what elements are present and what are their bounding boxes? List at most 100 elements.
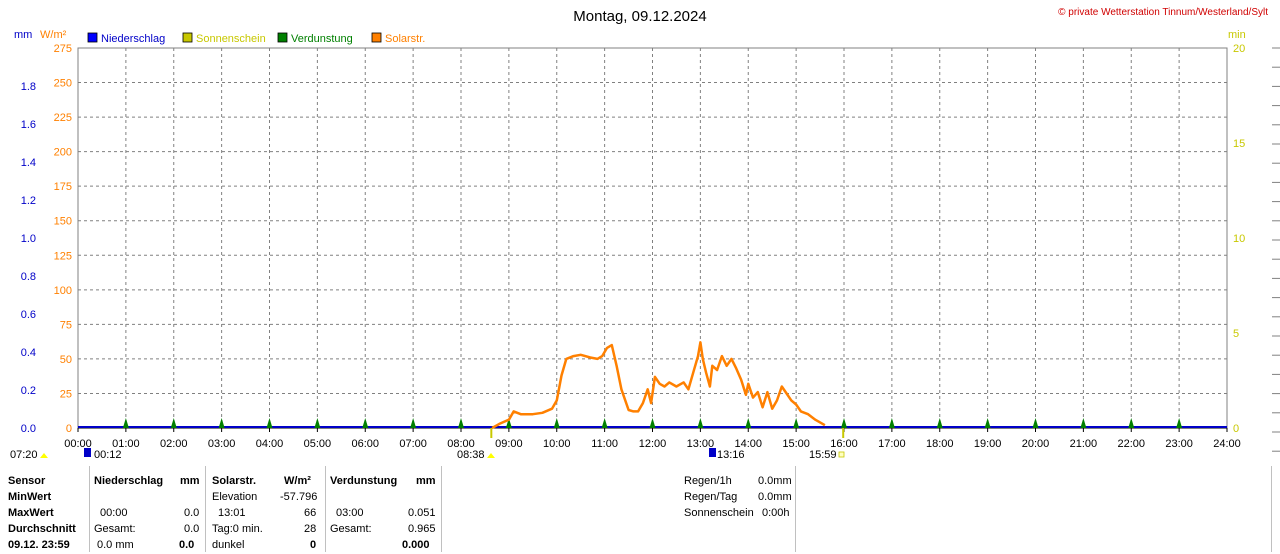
- evap-marker: [936, 418, 943, 428]
- evap-marker: [649, 418, 656, 428]
- dark-label: dunkel: [212, 539, 245, 551]
- y-min-tick-label: 0: [1233, 423, 1239, 435]
- y-min-tick-label: 10: [1233, 233, 1245, 245]
- max-solar-label: 13:16: [717, 449, 745, 461]
- legend-label: Solarstr.: [385, 33, 425, 45]
- y-mm-tick-label: 1.0: [21, 233, 36, 245]
- day-label: Tag:0 min.: [212, 523, 263, 535]
- x-tick-label: 04:00: [256, 438, 284, 450]
- evap-total-label: Gesamt:: [330, 523, 372, 535]
- table-divider-6: [1271, 466, 1272, 552]
- evap-marker: [458, 418, 464, 428]
- evap-marker: [745, 418, 752, 428]
- row-avg: Durchschnitt: [8, 523, 76, 535]
- evap-marker: [410, 418, 417, 428]
- legend-swatch: [277, 32, 288, 43]
- evap-marker: [793, 418, 800, 428]
- evap-marker: [314, 418, 321, 428]
- x-tick-label: 15:00: [782, 438, 810, 450]
- evap-marker: [601, 418, 608, 428]
- y-wm2-tick-label: 225: [54, 112, 72, 124]
- y-mm-tick-label: 1.2: [21, 195, 36, 207]
- evap-marker: [984, 418, 991, 428]
- solar-max: 66: [304, 507, 317, 519]
- summary-value-3: 0:00h: [762, 507, 790, 519]
- legend-label: Sonnenschein: [196, 33, 266, 45]
- unit-mm-label: mm: [14, 29, 32, 41]
- y-wm2-tick-label: 175: [54, 181, 72, 193]
- row-max: MaxWert: [8, 507, 54, 519]
- evap-marker: [1176, 418, 1183, 428]
- table-divider-2: [205, 466, 206, 552]
- x-tick-label: 20:00: [1022, 438, 1050, 450]
- x-tick-label: 05:00: [304, 438, 332, 450]
- evap-marker: [841, 418, 847, 428]
- y-wm2-tick-label: 250: [54, 78, 72, 90]
- y-wm2-tick-label: 0: [66, 423, 72, 435]
- evap-marker: [505, 418, 512, 428]
- rain-now-bold: 0.0: [179, 539, 195, 551]
- evap-total: 0.965: [408, 523, 436, 535]
- x-tick-label: 00:00: [64, 438, 92, 450]
- elevation-value: -57.796: [280, 491, 318, 503]
- legend-swatch: [87, 32, 98, 43]
- legend-swatch: [182, 32, 193, 43]
- evap-marker: [1032, 418, 1039, 428]
- min-solar-label: 00:12: [94, 449, 122, 461]
- evap-max-time: 03:00: [336, 507, 364, 519]
- header-rain-unit: mm: [180, 475, 200, 487]
- x-tick-label: 16:00: [830, 438, 858, 450]
- rain-now: 0.0 mm: [97, 539, 134, 551]
- summary-value-2: 0.0mm: [758, 491, 792, 503]
- y-wm2-tick-label: 25: [60, 388, 72, 400]
- evap-marker: [1128, 418, 1135, 428]
- solar-max-time: 13:01: [218, 507, 246, 519]
- x-tick-label: 24:00: [1213, 438, 1241, 450]
- unit-wm2-label: W/m²: [40, 29, 67, 41]
- header-evap: Verdunstung: [330, 475, 398, 487]
- table-divider-3: [325, 466, 326, 552]
- evap-marker: [1080, 418, 1087, 428]
- min-marker-icon: [84, 448, 91, 457]
- plot-area: [78, 341, 1227, 430]
- x-tick-label: 13:00: [687, 438, 715, 450]
- y-mm-tick-label: 0.8: [21, 271, 36, 283]
- dark-value: 0: [310, 539, 317, 551]
- elevation-label: Elevation: [212, 491, 258, 503]
- legend-label: Verdunstung: [291, 33, 353, 45]
- time-markers: 07:20 00:12 08:38 13:16 15:59: [10, 428, 845, 461]
- y-wm2-tick-label: 100: [54, 285, 72, 297]
- y-wm2-tick-label: 275: [54, 43, 72, 55]
- summary-label-1: Regen/1h: [684, 475, 732, 487]
- legend: Niederschlag Sonnenschein Verdunstung Solar…: [87, 32, 425, 45]
- evap-marker: [266, 418, 273, 428]
- grid: [78, 47, 1227, 428]
- header-sensor: Sensor: [8, 475, 46, 487]
- y-mm-tick-label: 1.4: [21, 157, 36, 169]
- table-divider-4: [441, 466, 442, 552]
- sunset-icon: [838, 451, 845, 458]
- table-divider-1: [89, 466, 90, 552]
- y-mm-tick-label: 0.2: [21, 385, 36, 397]
- x-tick-label: 08:00: [447, 438, 475, 450]
- summary-label-2: Regen/Tag: [684, 491, 738, 503]
- prev-sunrise-label: 07:20: [10, 449, 38, 461]
- x-tick-label: 02:00: [160, 438, 188, 450]
- sunset-label: 15:59: [809, 449, 837, 461]
- x-tick-label: 06:00: [351, 438, 379, 450]
- solar-series-line: [491, 341, 826, 430]
- row-min: MinWert: [8, 491, 52, 503]
- x-tick-label: 07:00: [399, 438, 427, 450]
- evap-marker: [122, 418, 129, 428]
- rain-total-label: Gesamt:: [94, 523, 136, 535]
- sunrise-label: 08:38: [457, 449, 485, 461]
- y-min-tick-label: 5: [1233, 328, 1239, 340]
- axes: 00:00 01:00 02:00 03:00 04:00 05:00 06:00 07:00…: [21, 43, 1280, 452]
- y-wm2-tick-label: 50: [60, 354, 72, 366]
- y-wm2-tick-label: 75: [60, 319, 72, 331]
- x-tick-label: 11:00: [591, 438, 618, 450]
- evap-now: 0.000: [402, 539, 430, 551]
- x-tick-label: 12:00: [639, 438, 667, 450]
- copyright-text: © private Wetterstation Tinnum/Westerlan…: [1058, 7, 1268, 18]
- day-value: 28: [304, 523, 317, 535]
